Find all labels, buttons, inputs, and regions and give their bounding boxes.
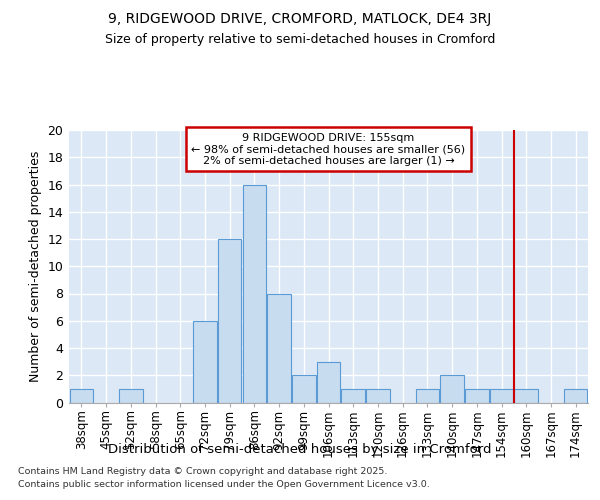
Text: 9, RIDGEWOOD DRIVE, CROMFORD, MATLOCK, DE4 3RJ: 9, RIDGEWOOD DRIVE, CROMFORD, MATLOCK, D…	[109, 12, 491, 26]
Bar	[440, 375, 464, 402]
Text: Size of property relative to semi-detached houses in Cromford: Size of property relative to semi-detach…	[105, 32, 495, 46]
Text: Distribution of semi-detached houses by size in Cromford: Distribution of semi-detached houses by …	[108, 442, 492, 456]
Bar	[366, 389, 389, 402]
Bar	[292, 375, 316, 402]
Bar	[70, 389, 93, 402]
Bar	[317, 362, 340, 403]
Text: Contains HM Land Registry data © Crown copyright and database right 2025.: Contains HM Land Registry data © Crown c…	[18, 468, 388, 476]
Bar	[193, 321, 217, 402]
Y-axis label: Number of semi-detached properties: Number of semi-detached properties	[29, 150, 42, 382]
Bar	[341, 389, 365, 402]
Bar	[416, 389, 439, 402]
Bar	[514, 389, 538, 402]
Bar	[119, 389, 143, 402]
Bar	[242, 184, 266, 402]
Text: Contains public sector information licensed under the Open Government Licence v3: Contains public sector information licen…	[18, 480, 430, 489]
Bar	[564, 389, 587, 402]
Bar	[465, 389, 488, 402]
Text: 9 RIDGEWOOD DRIVE: 155sqm
← 98% of semi-detached houses are smaller (56)
2% of s: 9 RIDGEWOOD DRIVE: 155sqm ← 98% of semi-…	[191, 132, 466, 166]
Bar	[218, 239, 241, 402]
Bar	[490, 389, 513, 402]
Bar	[268, 294, 291, 403]
